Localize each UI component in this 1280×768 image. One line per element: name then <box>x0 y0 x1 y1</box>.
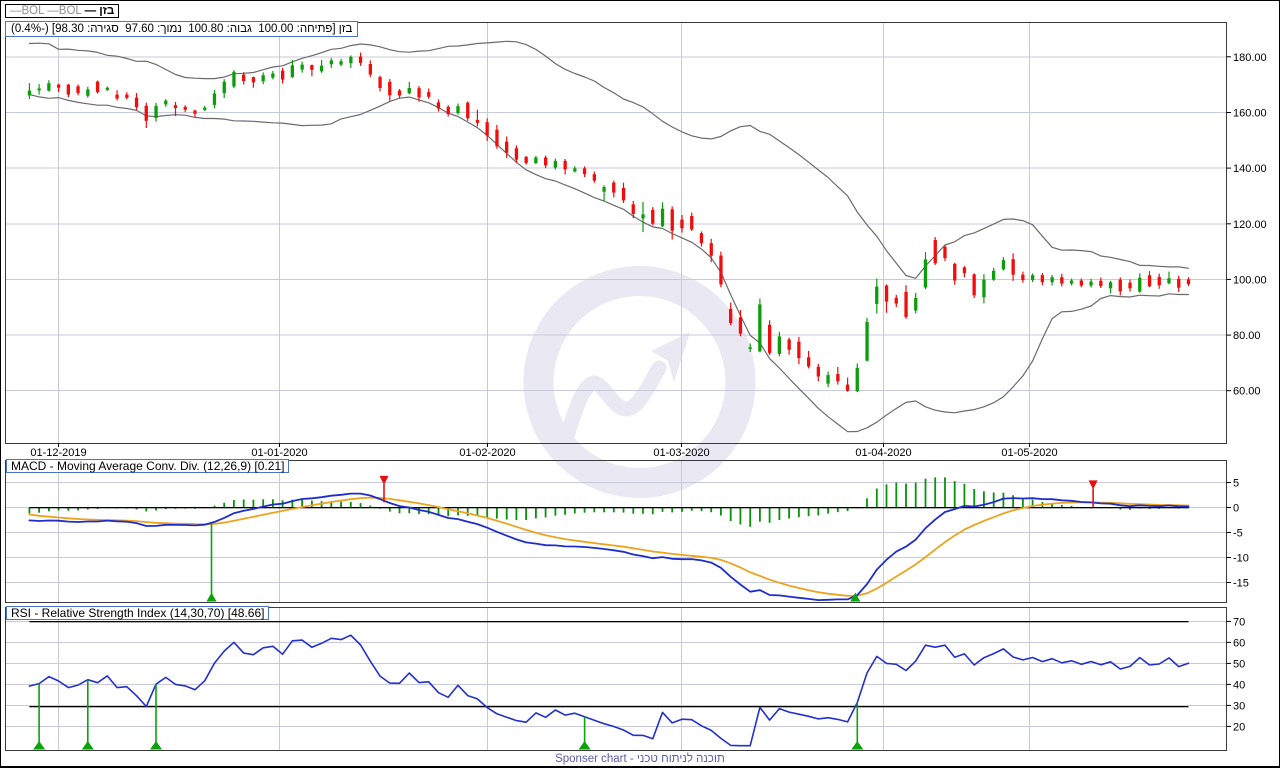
svg-text:01-02-2020: 01-02-2020 <box>459 447 515 459</box>
svg-text:70: 70 <box>1233 616 1245 628</box>
svg-text:60: 60 <box>1233 637 1245 649</box>
svg-text:20: 20 <box>1233 721 1245 733</box>
svg-text:0: 0 <box>1233 503 1239 515</box>
svg-text:01-03-2020: 01-03-2020 <box>653 447 709 459</box>
svg-text:01-12-2019: 01-12-2019 <box>30 447 86 459</box>
svg-text:40: 40 <box>1233 679 1245 691</box>
svg-text:-15: -15 <box>1233 578 1249 590</box>
svg-text:-5: -5 <box>1233 528 1243 540</box>
svg-text:160.00: 160.00 <box>1233 108 1267 120</box>
svg-text:30: 30 <box>1233 700 1245 712</box>
svg-text:100.00: 100.00 <box>1233 274 1267 286</box>
svg-text:01-04-2020: 01-04-2020 <box>855 447 911 459</box>
svg-text:80.00: 80.00 <box>1233 330 1261 342</box>
svg-text:120.00: 120.00 <box>1233 219 1267 231</box>
svg-text:-10: -10 <box>1233 553 1249 565</box>
svg-text:60.00: 60.00 <box>1233 386 1261 398</box>
svg-text:01-01-2020: 01-01-2020 <box>251 447 307 459</box>
svg-text:180.00: 180.00 <box>1233 52 1267 64</box>
svg-text:01-05-2020: 01-05-2020 <box>1001 447 1057 459</box>
svg-text:5: 5 <box>1233 478 1239 490</box>
svg-text:50: 50 <box>1233 658 1245 670</box>
svg-text:140.00: 140.00 <box>1233 163 1267 175</box>
